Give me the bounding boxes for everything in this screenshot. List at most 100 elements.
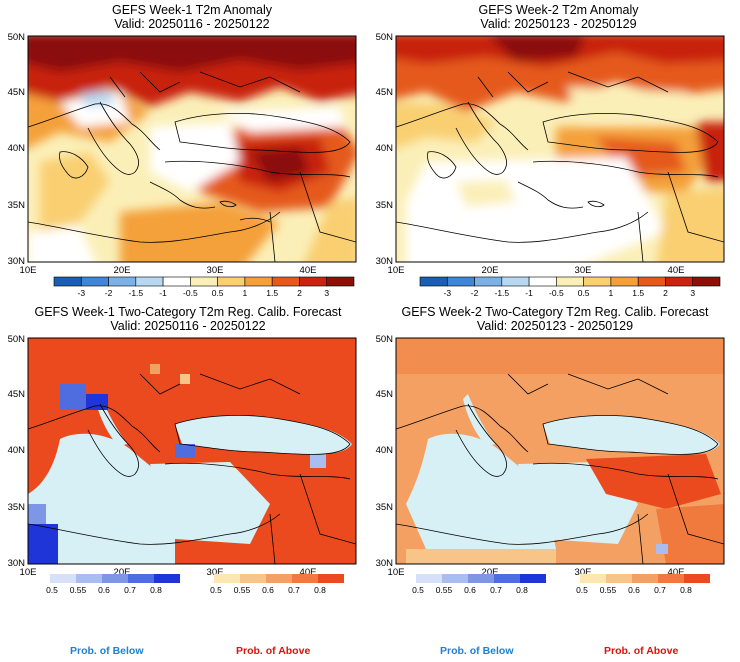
- prob-above-swatch: [292, 574, 318, 583]
- prob-below-swatch: [442, 574, 468, 583]
- anomaly-colorbar-swatch: [665, 276, 694, 287]
- lon-tick-20e: 20E: [482, 567, 499, 578]
- panel-3-valid: Valid: 20250116 - 20250122: [110, 319, 266, 333]
- prob-below-label: 0.6: [464, 585, 476, 595]
- anomaly-colorbar-label: -3: [77, 288, 85, 298]
- anomaly-colorbar-swatch: [556, 276, 584, 287]
- prob-below-swatch: [50, 574, 76, 583]
- prob-below-colorbar-week2: 0.5 0.55 0.6 0.7 0.8: [412, 572, 552, 605]
- coastlines: [28, 373, 356, 564]
- anomaly-colorbar-label: -3: [443, 288, 451, 298]
- lat-tick-35n: 35N: [8, 200, 26, 211]
- anomaly-colorbar-label: 1: [609, 288, 614, 298]
- lon-tick-20e: 20E: [482, 265, 499, 276]
- prob-above-swatch: [684, 574, 710, 583]
- map-week2-anomaly-svg: 50N 45N 40N 35N 30N 10E 20E 30E 40E: [376, 32, 725, 276]
- lat-tick-50n: 50N: [8, 334, 26, 345]
- prob-below-label: 0.8: [150, 585, 162, 595]
- panel-2-valid: Valid: 20250123 - 20250129: [480, 17, 637, 31]
- anomaly-colorbar-swatch: [162, 276, 191, 287]
- lat-tick-35n: 35N: [376, 502, 394, 513]
- prob-above-label: 0.7: [288, 585, 300, 595]
- panel-3-title: GEFS Week-1 Two-Category T2m Reg. Calib.…: [8, 305, 368, 333]
- map-week2-probability-svg: 50N 45N 40N 35N 30N 10E 20E 30E 40E: [376, 334, 725, 578]
- lat-tick-45n: 45N: [376, 87, 394, 98]
- anomaly-colorbar-swatch: [419, 276, 448, 287]
- anomaly-colorbar-swatch: [446, 276, 475, 287]
- map-frame: [395, 337, 725, 565]
- panel-1-title: GEFS Week-1 T2m Anomaly Valid: 20250116 …: [22, 3, 362, 31]
- map-frame: [27, 35, 357, 263]
- coastlines: [28, 71, 356, 262]
- prob-below-caption-week1: Prob. of Below: [70, 645, 144, 657]
- anomaly-colorbar-label: 1.5: [632, 288, 644, 298]
- prob-below-swatch: [468, 574, 494, 583]
- map-frame: [395, 35, 725, 263]
- anomaly-colorbar-label: -2: [471, 288, 479, 298]
- anomaly-colorbar-week2-svg: -3 -2 -1.5 -1 -0.5 0.5 1 1.5 2 3: [419, 276, 721, 298]
- anomaly-colorbar-swatch: [326, 276, 355, 287]
- lat-tick-35n: 35N: [376, 200, 394, 211]
- lon-tick-40e: 40E: [668, 265, 685, 276]
- lon-tick-10e: 10E: [20, 265, 37, 276]
- map-week1-probability-svg: 50N 45N 40N 35N 30N 10E 20E 30E 40E: [8, 334, 357, 578]
- anomaly-colorbar-label: 0.5: [578, 288, 590, 298]
- map-week1-anomaly-svg: 50N 45N 40N 35N 30N 10E 20E 30E 40E: [8, 32, 357, 276]
- prob-above-caption-week2: Prob. of Above: [604, 645, 679, 657]
- prob-below-swatch: [520, 574, 546, 583]
- anomaly-colorbar-swatch: [692, 276, 721, 287]
- anomaly-colorbar-swatch: [135, 276, 164, 287]
- prob-above-swatch: [266, 574, 292, 583]
- prob-above-swatch: [606, 574, 632, 583]
- prob-above-colorbar-week2: 0.5 0.55 0.6 0.7 0.8: [576, 572, 716, 605]
- prob-above-swatch: [318, 574, 344, 583]
- panel-3-title-text: GEFS Week-1 Two-Category T2m Reg. Calib.…: [34, 305, 342, 319]
- prob-above-colorbar-week1: 0.5 0.55 0.6 0.7 0.8: [210, 572, 350, 605]
- prob-below-label: 0.7: [490, 585, 502, 595]
- lat-tick-30n: 30N: [8, 256, 26, 267]
- anomaly-colorbar-label: -1.5: [494, 288, 509, 298]
- anomaly-colorbar-label: -0.5: [183, 288, 198, 298]
- panel-2-title-text: GEFS Week-2 T2m Anomaly: [478, 3, 639, 17]
- lat-tick-30n: 30N: [376, 256, 394, 267]
- lat-tick-50n: 50N: [8, 32, 26, 43]
- coastlines: [396, 71, 724, 262]
- prob-above-label: 0.55: [600, 585, 617, 595]
- anomaly-colorbar-label: -1.5: [128, 288, 143, 298]
- map-week2-anomaly: 50N 45N 40N 35N 30N 10E 20E 30E 40E: [366, 32, 738, 276]
- prob-above-swatch: [240, 574, 266, 583]
- anomaly-colorbar-label: -0.5: [549, 288, 564, 298]
- anomaly-colorbar-label: 0.5: [212, 288, 224, 298]
- prob-above-label: 0.7: [654, 585, 666, 595]
- prob-above-swatch: [214, 574, 240, 583]
- panel-1-valid: Valid: 20250116 - 20250122: [114, 17, 270, 31]
- prob-below-swatch: [494, 574, 520, 583]
- anomaly-colorbar-label: 3: [324, 288, 329, 298]
- anomaly-colorbar-swatch: [271, 276, 300, 287]
- anomaly-colorbar-swatch: [610, 276, 639, 287]
- prob-above-colorbar-week1-svg: 0.5 0.55 0.6 0.7 0.8: [210, 574, 344, 595]
- anomaly-colorbar-swatch: [501, 276, 530, 287]
- anomaly-colorbar-label: -1: [159, 288, 167, 298]
- anomaly-colorbar-label: 2: [297, 288, 302, 298]
- prob-above-swatch: [658, 574, 684, 583]
- prob-below-colorbar-week1-svg: 0.5 0.55 0.6 0.7 0.8: [46, 574, 180, 595]
- prob-below-label: 0.5: [46, 585, 58, 595]
- lat-tick-40n: 40N: [8, 143, 26, 154]
- lon-tick-20e: 20E: [114, 567, 131, 578]
- lat-tick-45n: 45N: [8, 87, 26, 98]
- prob-below-swatch: [76, 574, 102, 583]
- prob-below-swatch: [416, 574, 442, 583]
- prob-above-label: 0.55: [234, 585, 251, 595]
- panel-4-valid: Valid: 20250123 - 20250129: [476, 319, 634, 333]
- lat-tick-35n: 35N: [8, 502, 26, 513]
- lon-tick-10e: 10E: [20, 567, 37, 578]
- prob-above-caption-week1: Prob. of Above: [236, 645, 311, 657]
- anomaly-colorbar-label: 1: [243, 288, 248, 298]
- lat-tick-40n: 40N: [376, 143, 394, 154]
- prob-below-label: 0.55: [70, 585, 87, 595]
- anomaly-colorbar-label: 3: [690, 288, 695, 298]
- map-frame: [27, 337, 357, 565]
- lat-tick-30n: 30N: [8, 558, 26, 569]
- prob-below-label: 0.8: [516, 585, 528, 595]
